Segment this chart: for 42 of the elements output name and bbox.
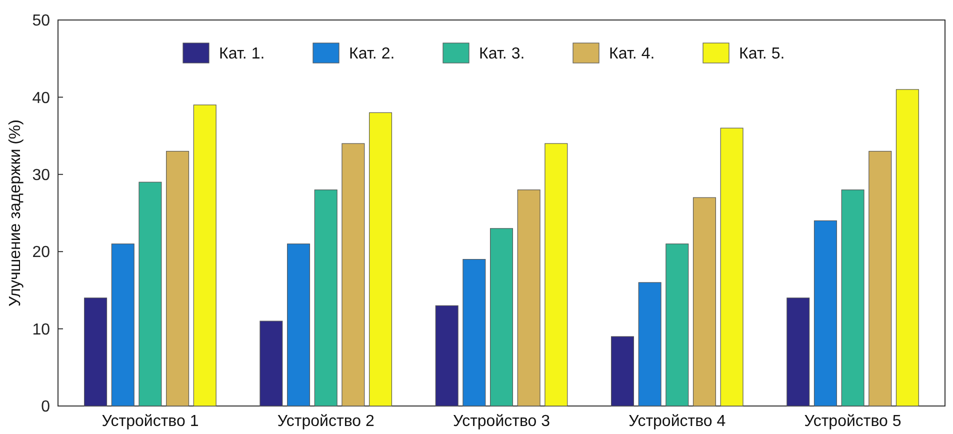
y-tick-label: 40	[32, 90, 50, 107]
bar	[462, 259, 486, 406]
bar	[666, 244, 689, 406]
bar	[435, 305, 458, 406]
x-tick-label: Устройство 1	[102, 413, 199, 430]
bar	[544, 143, 568, 406]
legend-label: Кат. 2.	[349, 46, 395, 63]
bar	[193, 104, 216, 406]
bar	[517, 190, 540, 406]
bar	[138, 182, 162, 406]
bar	[786, 298, 810, 406]
bar	[896, 89, 919, 406]
bar	[84, 298, 108, 406]
bar	[490, 228, 514, 406]
bar	[720, 128, 744, 406]
y-tick-label: 50	[32, 12, 50, 30]
bar	[841, 190, 864, 406]
y-axis-title: Улучшение задержки (%)	[7, 120, 24, 306]
y-tick-label: 20	[32, 244, 50, 262]
legend-label: Кат. 1.	[219, 46, 265, 63]
y-tick-label: 10	[32, 321, 50, 338]
legend-label: Кат. 5.	[739, 46, 785, 63]
bar	[342, 143, 365, 406]
bar	[260, 320, 283, 406]
bar	[692, 197, 716, 406]
x-tick-label: Устройство 2	[277, 413, 374, 430]
bar	[287, 244, 310, 406]
x-tick-label: Устройство 4	[628, 413, 726, 430]
bar	[111, 244, 134, 406]
bar	[369, 112, 392, 406]
legend-label: Кат. 3.	[479, 46, 525, 63]
y-tick-label: 30	[32, 167, 50, 184]
bar	[610, 336, 634, 406]
y-tick-label: 0	[41, 398, 50, 416]
legend-label: Кат. 4.	[609, 46, 655, 63]
bar	[638, 282, 662, 406]
bar	[314, 190, 338, 406]
x-tick-label: Устройство 3	[452, 413, 550, 430]
bar	[814, 220, 837, 406]
x-tick-label: Устройство 5	[804, 413, 902, 430]
bar	[166, 150, 190, 406]
bar	[868, 150, 892, 406]
